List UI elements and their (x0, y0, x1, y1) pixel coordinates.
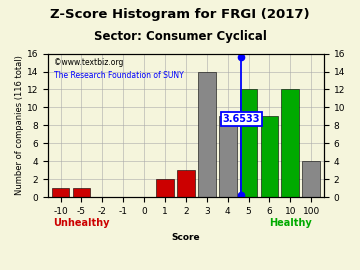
Bar (73, 188, 90, 197)
X-axis label: Score: Score (172, 232, 200, 241)
Bar (198, 72, 216, 197)
Bar (156, 179, 174, 197)
Text: Z-Score Histogram for FRGI (2017): Z-Score Histogram for FRGI (2017) (50, 8, 310, 21)
Text: 3.6533: 3.6533 (222, 114, 260, 124)
Bar (219, 116, 237, 197)
Bar (261, 116, 278, 197)
Bar (177, 170, 195, 197)
Bar (282, 89, 299, 197)
Y-axis label: Number of companies (116 total): Number of companies (116 total) (15, 55, 24, 195)
Bar (240, 89, 257, 197)
Text: Healthy: Healthy (269, 218, 312, 228)
Text: The Research Foundation of SUNY: The Research Foundation of SUNY (54, 71, 183, 80)
Text: ©www.textbiz.org: ©www.textbiz.org (54, 58, 123, 67)
Bar (51, 188, 69, 197)
Text: Sector: Consumer Cyclical: Sector: Consumer Cyclical (94, 30, 266, 43)
Text: Unhealthy: Unhealthy (53, 218, 109, 228)
Bar (302, 161, 320, 197)
